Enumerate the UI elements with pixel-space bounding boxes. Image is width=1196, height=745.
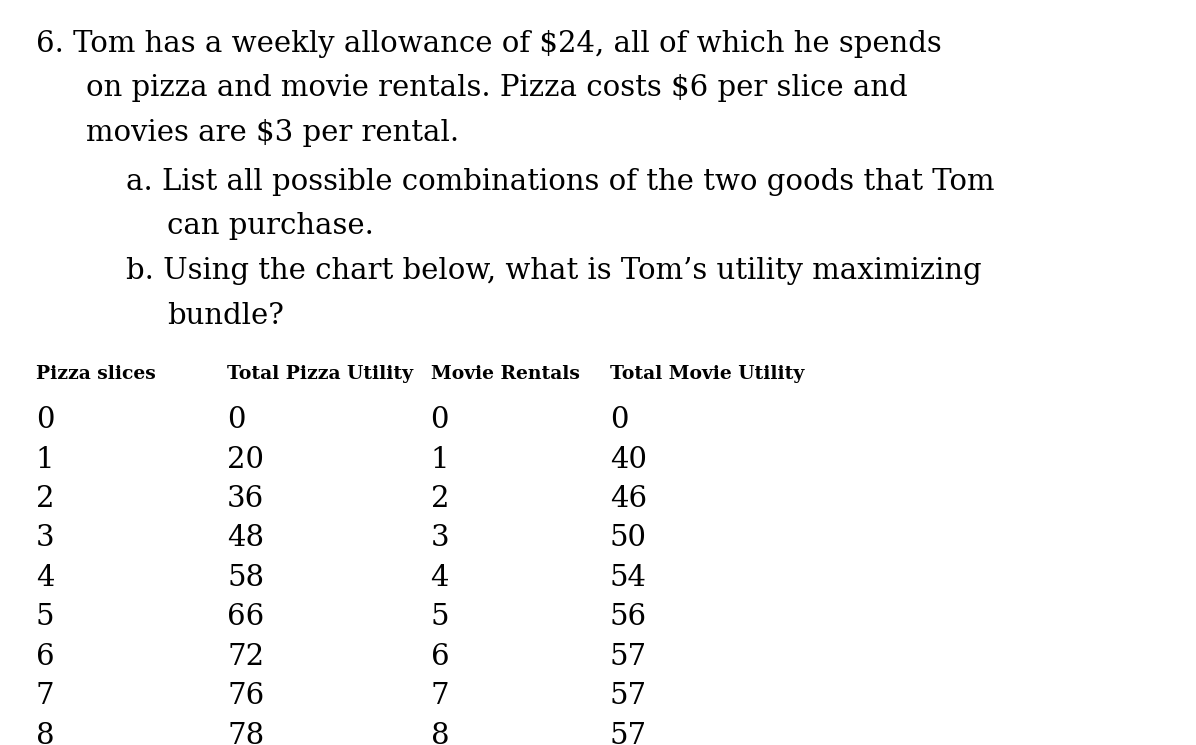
Text: 1: 1: [36, 446, 54, 474]
Text: 40: 40: [610, 446, 647, 474]
Text: 2: 2: [431, 485, 448, 513]
Text: movies are $3 per rental.: movies are $3 per rental.: [86, 119, 459, 148]
Text: 7: 7: [431, 682, 450, 711]
Text: a. List all possible combinations of the two goods that Tom: a. List all possible combinations of the…: [126, 168, 994, 196]
Text: 56: 56: [610, 603, 647, 632]
Text: 3: 3: [431, 524, 450, 553]
Text: 8: 8: [36, 722, 55, 745]
Text: 36: 36: [227, 485, 264, 513]
Text: 0: 0: [227, 406, 245, 434]
Text: 8: 8: [431, 722, 450, 745]
Text: on pizza and movie rentals. Pizza costs $6 per slice and: on pizza and movie rentals. Pizza costs …: [86, 74, 908, 103]
Text: can purchase.: can purchase.: [167, 212, 374, 241]
Text: 6: 6: [431, 643, 450, 671]
Text: Total Movie Utility: Total Movie Utility: [610, 365, 805, 383]
Text: 76: 76: [227, 682, 264, 711]
Text: 57: 57: [610, 722, 647, 745]
Text: 5: 5: [36, 603, 54, 632]
Text: 2: 2: [36, 485, 54, 513]
Text: 3: 3: [36, 524, 55, 553]
Text: 4: 4: [431, 564, 448, 592]
Text: 6. Tom has a weekly allowance of $24, all of which he spends: 6. Tom has a weekly allowance of $24, al…: [36, 30, 941, 58]
Text: 72: 72: [227, 643, 264, 671]
Text: 1: 1: [431, 446, 448, 474]
Text: 46: 46: [610, 485, 647, 513]
Text: 5: 5: [431, 603, 448, 632]
Text: Pizza slices: Pizza slices: [36, 365, 155, 383]
Text: 54: 54: [610, 564, 647, 592]
Text: Movie Rentals: Movie Rentals: [431, 365, 579, 383]
Text: 0: 0: [36, 406, 54, 434]
Text: 4: 4: [36, 564, 54, 592]
Text: 7: 7: [36, 682, 55, 711]
Text: 0: 0: [431, 406, 448, 434]
Text: 0: 0: [610, 406, 628, 434]
Text: b. Using the chart below, what is Tom’s utility maximizing: b. Using the chart below, what is Tom’s …: [126, 257, 981, 285]
Text: 66: 66: [227, 603, 264, 632]
Text: 57: 57: [610, 682, 647, 711]
Text: 6: 6: [36, 643, 55, 671]
Text: 48: 48: [227, 524, 264, 553]
Text: bundle?: bundle?: [167, 302, 285, 330]
Text: 57: 57: [610, 643, 647, 671]
Text: Total Pizza Utility: Total Pizza Utility: [227, 365, 414, 383]
Text: 20: 20: [227, 446, 264, 474]
Text: 58: 58: [227, 564, 264, 592]
Text: 50: 50: [610, 524, 647, 553]
Text: 78: 78: [227, 722, 264, 745]
